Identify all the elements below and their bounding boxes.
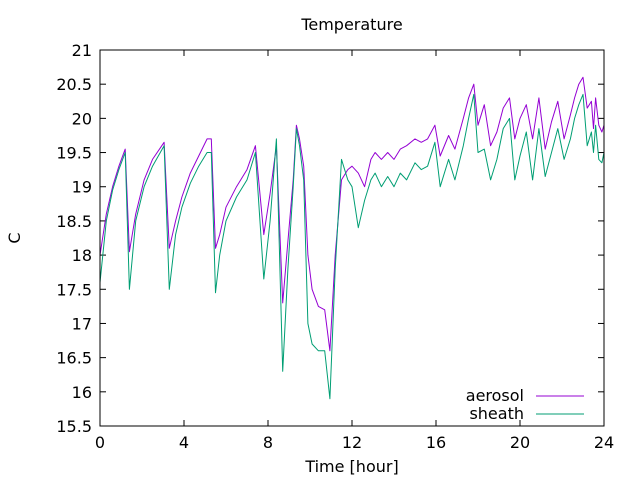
y-tick-label: 15.5 [56,417,92,436]
chart-title: Temperature [300,15,402,34]
y-tick-label: 17.5 [56,280,92,299]
y-tick-label: 18.5 [56,212,92,231]
y-axis-label: C [5,232,24,243]
y-tick-label: 19.5 [56,144,92,163]
x-axis-label: Time [hour] [304,457,398,476]
x-tick-label: 24 [594,433,614,452]
y-tick-label: 17 [72,314,92,333]
y-tick-label: 20.5 [56,75,92,94]
legend-label-sheath: sheath [469,404,524,423]
y-tick-label: 16 [72,383,92,402]
y-tick-label: 20 [72,109,92,128]
series-line-sheath [99,93,605,400]
x-tick-label: 20 [510,433,530,452]
x-tick-label: 8 [263,433,273,452]
y-tick-label: 21 [72,41,92,60]
y-tick-label: 16.5 [56,349,92,368]
x-tick-label: 0 [95,433,105,452]
x-tick-label: 12 [342,433,362,452]
series-lines [99,76,605,400]
y-tick-label: 18 [72,246,92,265]
axis-tick-labels: 0 4 8 12 16 20 24 15.5 16 16.5 17 17.5 18 18.5 19 19.5 2… [56,41,614,452]
x-tick-label: 4 [179,433,189,452]
series-line-aerosol [99,76,605,352]
legend-label-aerosol: aerosol [466,386,524,405]
y-tick-label: 19 [72,178,92,197]
x-tick-label: 16 [426,433,446,452]
plot-frame [99,49,605,427]
